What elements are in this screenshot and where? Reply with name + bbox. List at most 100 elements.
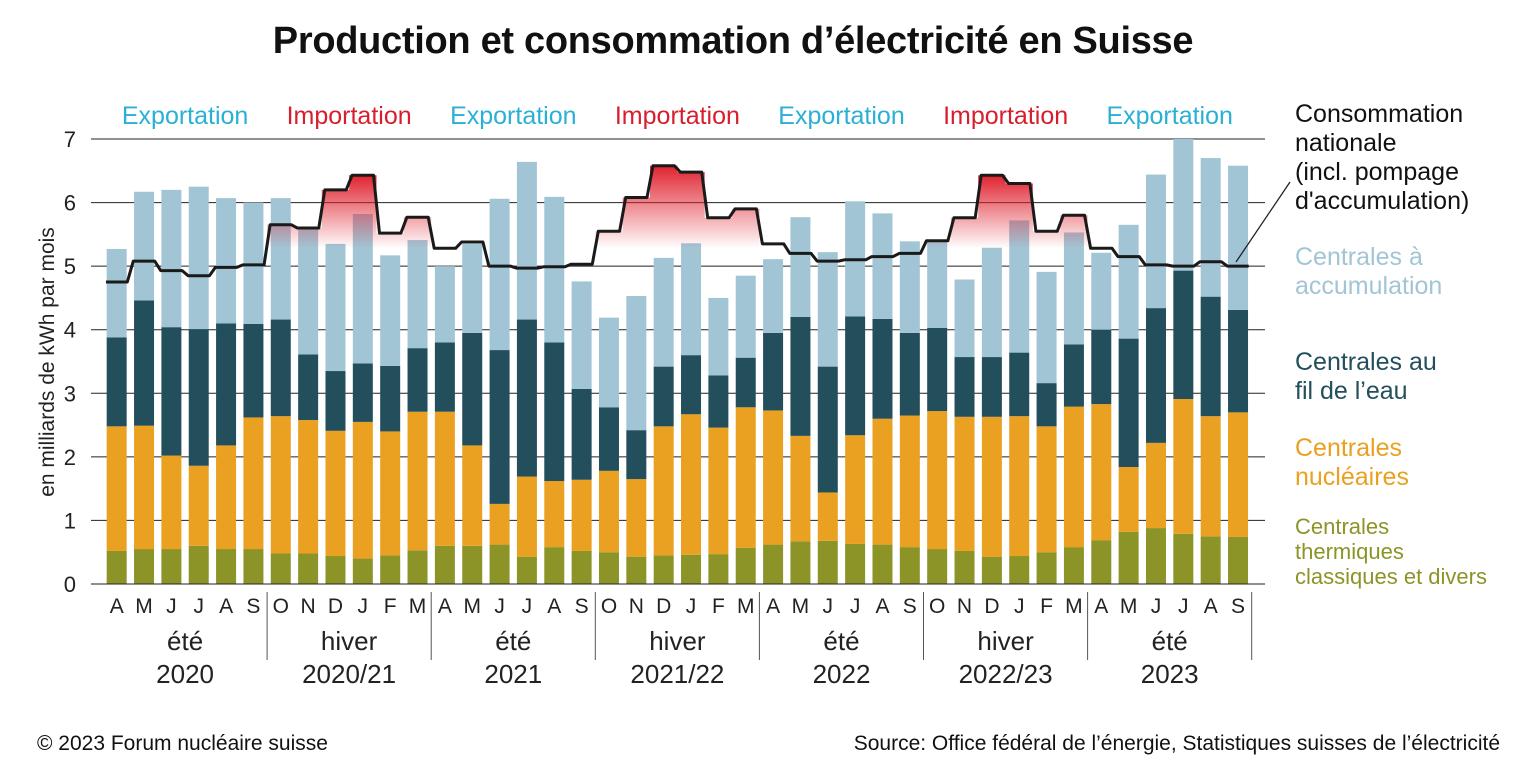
x-tick-label: M [737,595,755,618]
period-year-label: 2021/22 [630,659,724,689]
period-year-label: 2022/23 [959,659,1053,689]
bar-thermal [188,545,209,584]
legend-nuclear: Centrales nucléaires [1295,434,1409,491]
x-tick-label: J [823,595,834,618]
bar-thermal [927,549,948,584]
bar-thermal [981,556,1002,584]
bar-thermal [626,556,647,584]
bar-nuclear [1118,467,1139,532]
bar-storage [243,202,264,324]
bar-nuclear [1091,404,1112,541]
bar-storage [954,279,975,358]
period-year-label: 2020 [156,659,214,689]
bar-thermal [790,541,811,584]
x-tick-label: O [601,595,617,618]
bar-river [325,371,346,431]
bar-thermal [270,553,291,584]
bar-thermal [1063,547,1084,584]
bar-thermal [325,556,346,584]
bar-storage [1228,165,1249,311]
bar-storage [1091,252,1112,330]
x-tick-label: J [686,595,697,618]
bar-thermal [380,555,401,584]
bar-river [845,316,866,436]
bar-river [106,337,127,427]
bar-river [763,332,784,411]
bar-nuclear [927,411,948,550]
bar-thermal [1200,536,1221,584]
bar-storage [106,248,127,338]
bar-storage [216,198,237,324]
period-year-label: 2022 [813,659,871,689]
x-tick-label: A [1094,595,1108,618]
legend-thermal: Centrales thermiques classiques et diver… [1295,514,1487,589]
x-tick-label: J [358,595,369,618]
x-tick-label: O [273,595,289,618]
bar-river [544,342,565,482]
bar-storage [899,241,920,333]
bar-thermal [735,547,756,584]
x-tick-label: M [135,595,153,618]
bar-river [1118,338,1139,468]
bar-storage [1009,220,1030,353]
bar-nuclear [598,470,619,553]
bar-river [161,327,182,456]
bar-nuclear [516,476,537,557]
y-tick-label: 1 [64,508,76,533]
bar-river [598,407,619,471]
bar-nuclear [981,416,1002,557]
bar-storage [790,217,811,317]
bar-storage [434,266,455,343]
trade-label-export: Exportation [778,102,904,130]
x-tick-label: M [409,595,427,618]
period-season-label: été [1152,626,1188,656]
bar-river [298,354,319,420]
period-year-label: 2020/21 [302,659,396,689]
x-tick-label: J [166,595,177,618]
legend-pointer-line [1235,181,1291,263]
bar-river [817,366,838,493]
bar-nuclear [681,414,702,555]
bar-thermal [434,545,455,584]
bar-thermal [1091,540,1112,584]
bar-nuclear [1200,416,1221,537]
bar-nuclear [188,465,209,546]
x-tick-label: J [494,595,505,618]
bar-river [626,430,647,480]
bar-thermal [298,553,319,584]
bar-nuclear [1009,416,1030,557]
x-tick-label: S [903,595,917,618]
trade-label-export: Exportation [450,102,576,130]
legend-storage: Centrales à accumulation [1295,243,1443,300]
y-tick-label: 0 [64,572,76,597]
bar-nuclear [134,425,155,550]
import-areas [267,165,1088,248]
bar-nuclear [270,416,291,554]
bar-nuclear [298,419,319,554]
x-tick-label: D [656,595,671,618]
bar-nuclear [817,492,838,541]
bar-thermal [872,544,893,584]
bar-nuclear [735,407,756,548]
x-tick-label: M [463,595,481,618]
x-tick-label: A [438,595,452,618]
bar-storage [571,281,592,389]
bar-nuclear [434,411,455,546]
bar-river [954,357,975,417]
bar-nuclear [626,479,647,557]
bar-thermal [845,543,866,584]
x-tick-label: A [875,595,889,618]
bar-storage [516,161,537,320]
x-tick-label: N [301,595,316,618]
bar-river [681,355,702,415]
bar-storage [325,243,346,372]
bar-storage [817,252,838,367]
period-season-label: hiver [977,626,1034,656]
x-tick-label: S [1231,595,1245,618]
bar-thermal [1036,552,1057,584]
x-tick-label: M [1120,595,1138,618]
bar-nuclear [790,435,811,542]
bar-storage [927,241,948,328]
bar-river [899,332,920,416]
